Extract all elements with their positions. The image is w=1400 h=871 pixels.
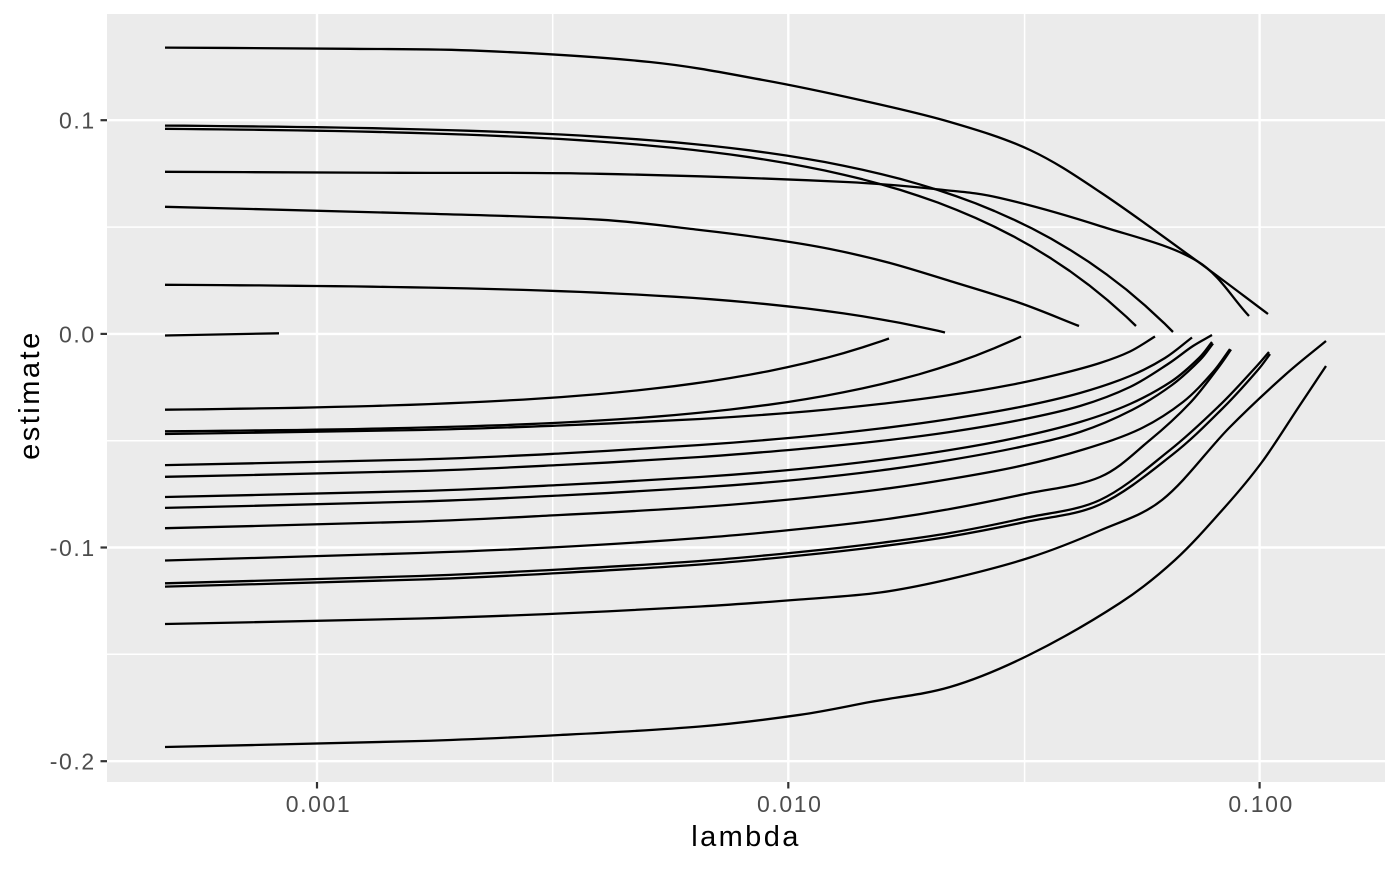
- svg-text:lambda: lambda: [691, 821, 801, 853]
- svg-text:0.010: 0.010: [757, 791, 823, 817]
- svg-text:-0.2: -0.2: [50, 749, 96, 775]
- svg-text:-0.1: -0.1: [50, 535, 96, 561]
- svg-text:0.001: 0.001: [286, 791, 352, 817]
- svg-text:0.1: 0.1: [59, 108, 96, 134]
- svg-text:estimate: estimate: [14, 330, 46, 460]
- svg-text:0.0: 0.0: [59, 321, 96, 347]
- svg-text:0.100: 0.100: [1228, 791, 1294, 817]
